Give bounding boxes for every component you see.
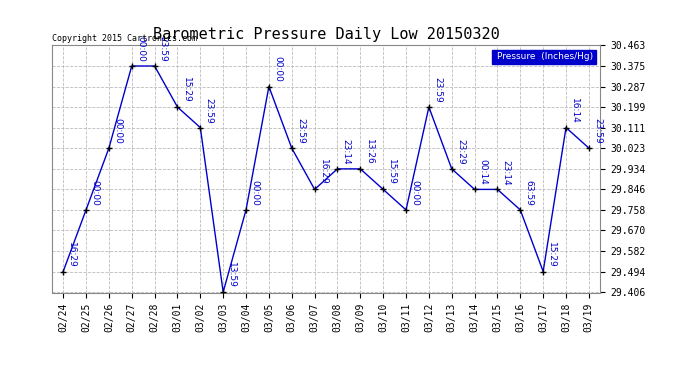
Text: 13:59: 13:59 — [227, 262, 237, 288]
Text: 63:59: 63:59 — [524, 180, 533, 206]
Text: 00:00: 00:00 — [410, 180, 420, 206]
Text: Copyright 2015 Cartronics.com: Copyright 2015 Cartronics.com — [52, 33, 197, 42]
Text: 23:59: 23:59 — [204, 98, 213, 123]
Title: Barometric Pressure Daily Low 20150320: Barometric Pressure Daily Low 20150320 — [152, 27, 500, 42]
Text: 00:00: 00:00 — [273, 57, 282, 82]
Text: 15:29: 15:29 — [181, 77, 190, 103]
Text: 16:14: 16:14 — [570, 98, 579, 123]
Text: 00:00: 00:00 — [250, 180, 259, 206]
Text: 23:14: 23:14 — [502, 160, 511, 185]
Text: 23:59: 23:59 — [433, 77, 442, 103]
Text: 16:29: 16:29 — [319, 159, 328, 185]
Text: 23:59: 23:59 — [159, 36, 168, 62]
Legend: Pressure  (Inches/Hg): Pressure (Inches/Hg) — [491, 50, 595, 64]
Text: 23:14: 23:14 — [342, 139, 351, 165]
Text: 23:59: 23:59 — [593, 118, 602, 144]
Text: 13:26: 13:26 — [364, 139, 373, 165]
Text: 00:00: 00:00 — [90, 180, 99, 206]
Text: 15:59: 15:59 — [387, 159, 396, 185]
Text: 15:29: 15:29 — [547, 242, 556, 267]
Text: 00:00: 00:00 — [136, 36, 145, 62]
Text: 16:29: 16:29 — [68, 242, 77, 267]
Text: 00:14: 00:14 — [479, 159, 488, 185]
Text: 23:59: 23:59 — [296, 118, 305, 144]
Text: 00:00: 00:00 — [113, 118, 122, 144]
Text: 23:29: 23:29 — [456, 139, 465, 165]
